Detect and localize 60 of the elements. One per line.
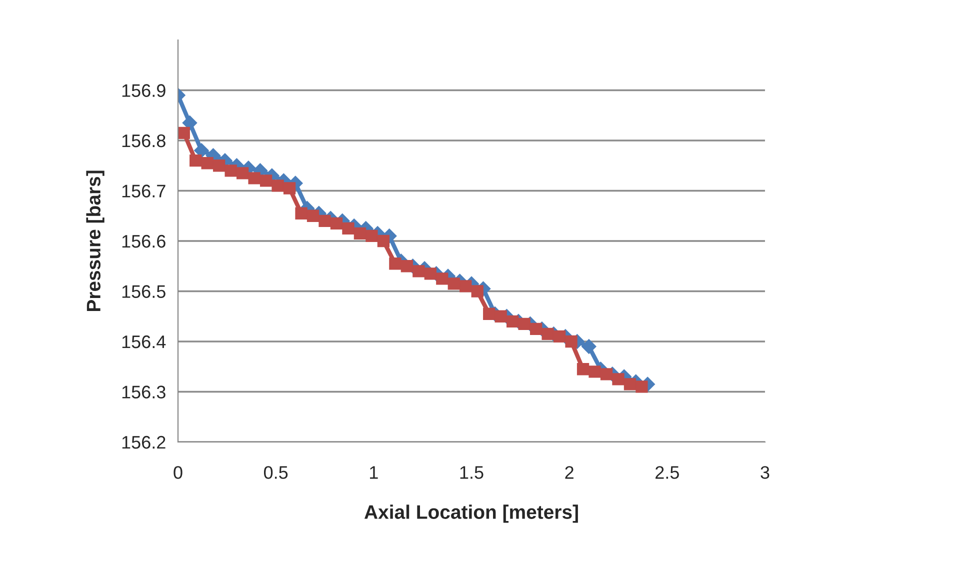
y-tick-label: 156.5 (122, 285, 166, 298)
y-axis-title: Pressure [bars] (86, 170, 104, 312)
point (448, 278, 460, 290)
x-tick-label: 3 (760, 466, 770, 479)
y-tick-label: 156.4 (122, 335, 166, 348)
point (588, 366, 601, 378)
point (553, 330, 566, 343)
point (436, 272, 448, 285)
point (494, 310, 507, 322)
point (236, 167, 249, 180)
x-tick-label: 0 (174, 466, 182, 479)
x-tick-label: 2 (565, 466, 574, 479)
point (260, 174, 272, 187)
point (400, 260, 414, 272)
point (377, 234, 390, 248)
point (542, 328, 554, 340)
point (248, 172, 260, 184)
point (600, 368, 613, 380)
x-tick-label: 0.5 (264, 466, 288, 479)
y-tick-label: 156.9 (122, 84, 166, 97)
point (424, 268, 436, 280)
point (471, 285, 484, 298)
point (194, 143, 209, 158)
point (272, 180, 284, 192)
point (190, 154, 202, 167)
point (624, 378, 636, 390)
x-axis-title: Axial Location [meters] (364, 504, 578, 523)
y-tick-label: 156.3 (122, 386, 166, 398)
point (636, 380, 648, 393)
point (306, 210, 320, 222)
x-tick-label: 1 (370, 466, 378, 479)
point (283, 182, 296, 194)
y-tick-label: 156.2 (122, 436, 166, 449)
point (354, 227, 366, 240)
point (295, 207, 308, 220)
point (318, 214, 331, 227)
point (612, 373, 624, 386)
point (213, 160, 226, 172)
point (330, 217, 343, 230)
point (530, 322, 542, 336)
point (201, 157, 214, 170)
x-tick-label: 2.5 (656, 466, 679, 479)
point (389, 258, 402, 270)
point (182, 116, 198, 130)
point (224, 164, 237, 177)
point (565, 335, 578, 348)
y-tick-label: 156.7 (122, 184, 166, 198)
point (518, 318, 530, 330)
y-tick-label: 156.8 (122, 134, 166, 148)
point (460, 280, 472, 292)
y-tick-label: 156.6 (122, 234, 166, 248)
point (483, 308, 496, 320)
point (506, 315, 519, 328)
point (178, 126, 190, 140)
point (576, 363, 590, 376)
point (582, 339, 596, 354)
point (366, 230, 378, 242)
point (342, 222, 354, 235)
point (412, 265, 425, 278)
x-tick-label: 1.5 (460, 466, 484, 479)
